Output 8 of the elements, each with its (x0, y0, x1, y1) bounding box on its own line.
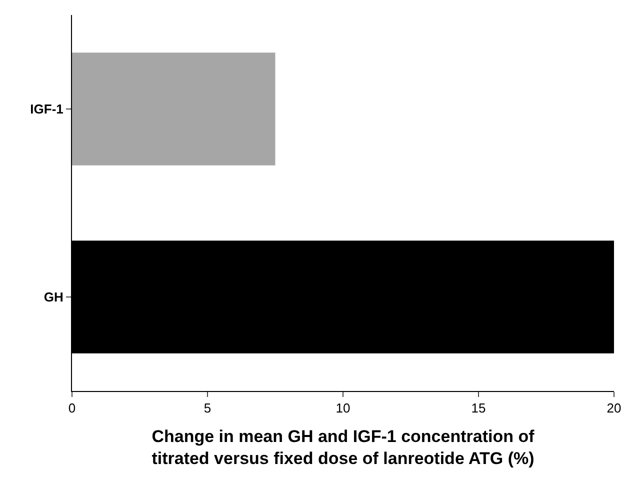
x-tick-label: 15 (471, 400, 486, 416)
x-tick-label: 0 (68, 400, 76, 416)
y-tick-label: IGF-1 (30, 102, 64, 117)
x-tick-label: 10 (336, 400, 350, 416)
x-axis-title: Change in mean GH and IGF-1 concentration of titrated versus fixed dose of lanreotide ATG (%) (152, 427, 535, 468)
x-tick-label: 5 (204, 400, 212, 416)
y-tick-label: GH (44, 290, 64, 305)
x-tick-label: 20 (606, 400, 622, 416)
